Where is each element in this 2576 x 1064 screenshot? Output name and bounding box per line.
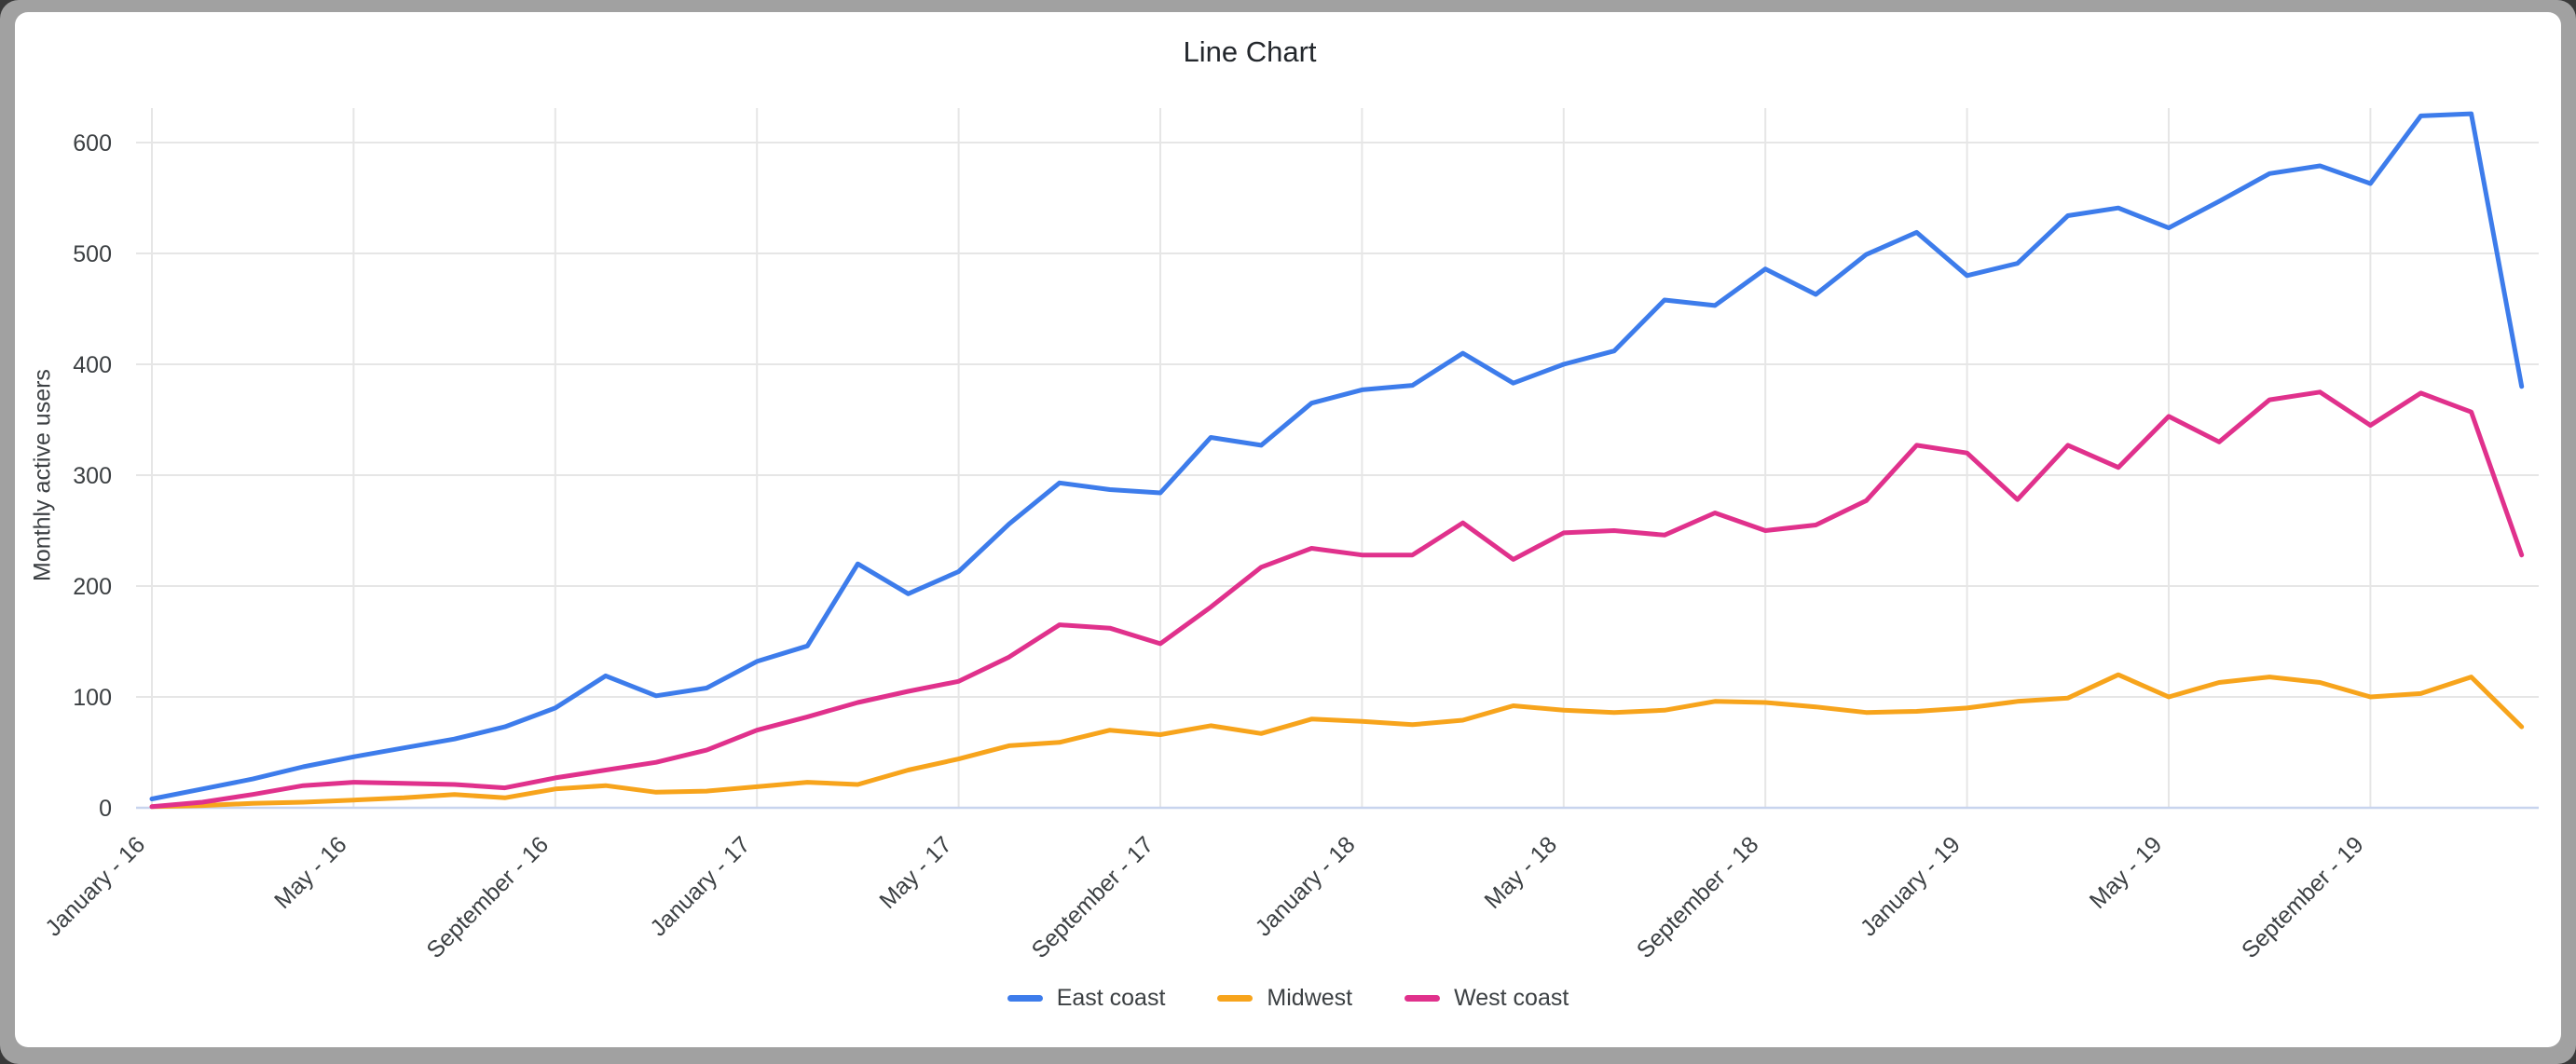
x-tick-label: January - 17 bbox=[645, 831, 755, 941]
x-tick-labels: January - 16 May - 16 September - 16 Januar… bbox=[40, 831, 2368, 963]
x-tick-label: September - 19 bbox=[2237, 831, 2369, 963]
y-tick-label: 200 bbox=[73, 574, 112, 600]
y-tick-label: 100 bbox=[73, 685, 112, 711]
legend-item-west-coast: West coast bbox=[1404, 984, 1569, 1012]
series-line-east-coast[interactable] bbox=[149, 111, 2525, 801]
x-gridlines bbox=[151, 108, 2372, 808]
y-tick-label: 0 bbox=[99, 796, 112, 822]
chart-card bbox=[15, 12, 2561, 1047]
x-tick-label: May - 18 bbox=[1479, 831, 1562, 914]
y-gridlines bbox=[136, 142, 2539, 810]
legend-item-east-coast: East coast bbox=[1007, 984, 1166, 1012]
y-tick-label: 500 bbox=[73, 241, 112, 267]
legend-swatch-icon bbox=[1007, 994, 1043, 1002]
series-lines bbox=[149, 111, 2525, 810]
legend-label: Midwest bbox=[1267, 985, 1353, 1011]
y-tick-label: 400 bbox=[73, 352, 112, 378]
legend-label: East coast bbox=[1056, 985, 1166, 1011]
x-tick-label: May - 17 bbox=[874, 831, 957, 914]
x-tick-label: September - 17 bbox=[1027, 831, 1159, 963]
legend-item-midwest: Midwest bbox=[1217, 984, 1352, 1012]
legend-swatch-icon bbox=[1404, 994, 1441, 1002]
legend-label: West coast bbox=[1454, 985, 1569, 1011]
x-tick-label: January - 19 bbox=[1856, 831, 1966, 941]
y-tick-labels: 0 100 200 300 400 500 600 bbox=[73, 130, 112, 822]
x-tick-label: May - 19 bbox=[2085, 831, 2168, 914]
y-tick-label: 300 bbox=[73, 463, 112, 489]
chart-title: Line Chart bbox=[1183, 35, 1317, 68]
x-tick-label: January - 16 bbox=[40, 831, 150, 941]
x-tick-label: January - 18 bbox=[1251, 831, 1361, 941]
series-line-west-coast[interactable] bbox=[149, 389, 2525, 810]
chart-legend: East coast Midwest West coast bbox=[0, 984, 2576, 1012]
y-tick-label: 600 bbox=[73, 130, 112, 157]
x-tick-label: September - 16 bbox=[421, 831, 554, 963]
x-tick-label: September - 18 bbox=[1632, 831, 1764, 963]
series-line-midwest[interactable] bbox=[149, 672, 2525, 810]
legend-swatch-icon bbox=[1217, 994, 1254, 1002]
x-tick-label: May - 16 bbox=[269, 831, 352, 914]
